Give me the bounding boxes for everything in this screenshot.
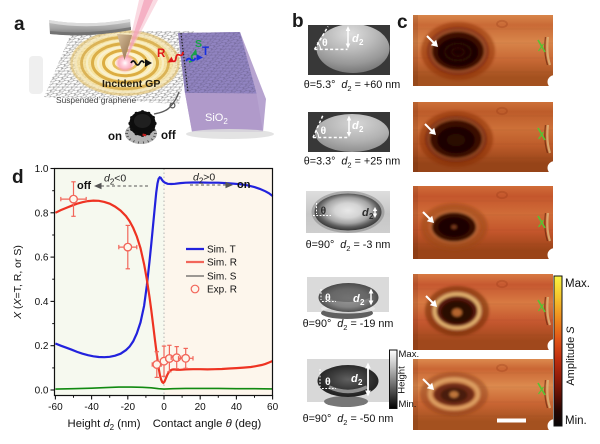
svg-text:d2>0: d2>0	[193, 172, 215, 186]
svg-text:off: off	[77, 180, 91, 192]
svg-text:Suspended graphene: Suspended graphene	[56, 95, 136, 105]
svg-text:2: 2	[359, 125, 364, 134]
svg-text:off: off	[161, 130, 176, 142]
svg-text:Exp. R: Exp. R	[207, 285, 237, 296]
svg-text:R: R	[157, 48, 166, 60]
svg-text:Sim. T: Sim. T	[207, 245, 236, 256]
svg-text:0: 0	[161, 402, 167, 413]
svg-text:40: 40	[231, 402, 243, 413]
svg-text:0.0: 0.0	[35, 386, 49, 397]
svg-text:Min.: Min.	[399, 399, 417, 410]
svg-text:d: d	[12, 167, 24, 188]
svg-text:T: T	[202, 46, 209, 58]
svg-text:on: on	[237, 179, 251, 191]
svg-text:Max.: Max.	[399, 349, 420, 360]
svg-text:a: a	[14, 14, 25, 35]
svg-text:on: on	[108, 131, 122, 143]
svg-text:θ=90° d2 = -3 nm: θ=90° d2 = -3 nm	[306, 239, 391, 253]
svg-text:θ: θ	[321, 205, 327, 217]
svg-text:1.0: 1.0	[35, 164, 49, 175]
svg-text:θ: θ	[325, 376, 331, 388]
svg-text:d2<0: d2<0	[104, 173, 126, 187]
svg-text:d: d	[352, 33, 359, 45]
svg-text:20: 20	[195, 402, 207, 413]
svg-text:Amplitude S: Amplitude S	[565, 326, 577, 386]
svg-text:θ=90° d2 = -50 nm: θ=90° d2 = -50 nm	[303, 413, 394, 427]
svg-text:2: 2	[369, 212, 374, 221]
svg-text:2: 2	[359, 38, 364, 47]
svg-text:Incident GP: Incident GP	[102, 78, 160, 90]
svg-text:S: S	[195, 38, 202, 50]
svg-text:0.4: 0.4	[35, 297, 49, 308]
svg-text:2: 2	[360, 298, 365, 307]
svg-text:b: b	[292, 11, 304, 32]
svg-text:Height d2 (nm): Height d2 (nm)	[68, 418, 141, 432]
svg-text:-60: -60	[48, 402, 63, 413]
svg-text:d: d	[362, 207, 369, 219]
svg-text:X (X=T, R, or S): X (X=T, R, or S)	[12, 245, 24, 320]
svg-text:0.2: 0.2	[35, 341, 49, 352]
svg-text:0.6: 0.6	[35, 253, 49, 264]
svg-text:Sim. S: Sim. S	[207, 272, 237, 283]
svg-text:2: 2	[358, 378, 363, 387]
svg-text:d: d	[351, 373, 358, 385]
svg-text:0.8: 0.8	[35, 208, 49, 219]
svg-text:d: d	[353, 293, 360, 305]
svg-text:-20: -20	[121, 402, 136, 413]
svg-text:c: c	[397, 12, 408, 33]
svg-text:-40: -40	[84, 402, 99, 413]
svg-text:d: d	[352, 120, 359, 132]
svg-text:θ=5.3° d2 = +60 nm: θ=5.3° d2 = +60 nm	[304, 79, 400, 93]
svg-text:θ=3.3° d2 = +25 nm: θ=3.3° d2 = +25 nm	[304, 156, 400, 170]
svg-text:θ=90° d2 = -19 nm: θ=90° d2 = -19 nm	[303, 318, 394, 332]
svg-text:Min.: Min.	[565, 415, 587, 427]
svg-text:θ: θ	[321, 125, 327, 137]
svg-text:60: 60	[267, 402, 279, 413]
svg-text:Height: Height	[397, 366, 408, 394]
svg-text:θ: θ	[325, 292, 331, 304]
svg-text:Sim. R: Sim. R	[207, 258, 237, 269]
svg-text:θ: θ	[322, 37, 328, 49]
svg-text:Contact angle θ (deg): Contact angle θ (deg)	[153, 418, 262, 430]
svg-text:Max.: Max.	[565, 278, 590, 290]
